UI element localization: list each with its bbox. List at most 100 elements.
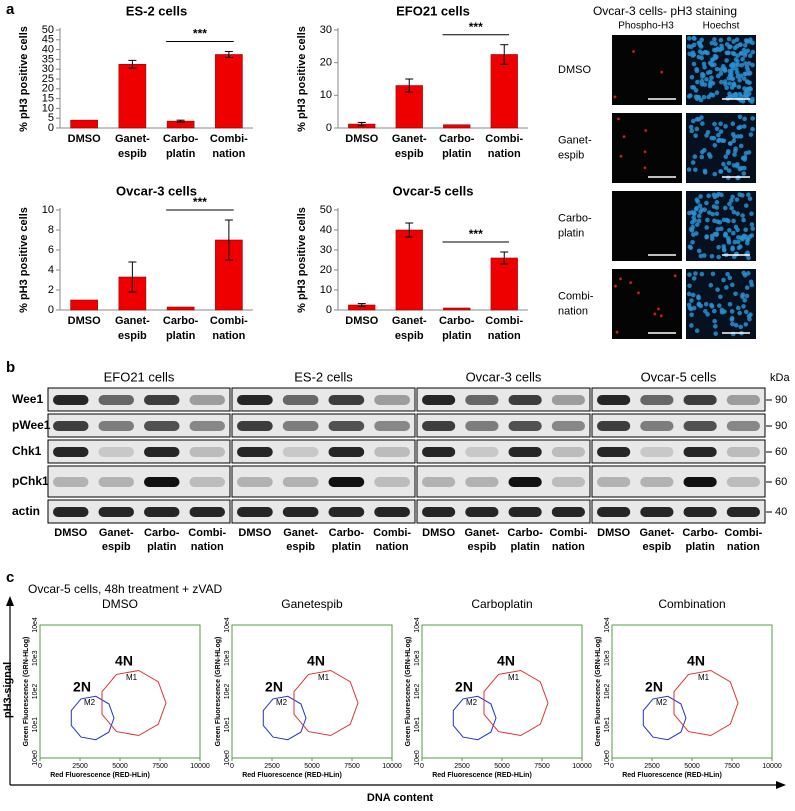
y-tick-label: 10e0 (224, 750, 231, 766)
y-tick-label: 6 (48, 244, 54, 256)
y-tick-label: 10e0 (604, 750, 611, 766)
nucleus (738, 73, 744, 79)
blot-strip (416, 439, 591, 464)
blot-title: ES-2 cells (294, 369, 353, 384)
nucleus (730, 61, 736, 67)
flow-title: Ovcar-5 cells, 48h treatment + zVAD (28, 582, 223, 596)
nucleus (734, 163, 740, 169)
x-tick-label: Carbo- (439, 133, 475, 145)
nucleus (712, 142, 718, 148)
nucleus (696, 295, 701, 301)
nucleus (711, 308, 717, 314)
x-tick-label: platin (442, 148, 472, 160)
nucleus (718, 226, 724, 232)
nucleus (735, 305, 741, 311)
ploidy-label: 2N (455, 679, 473, 695)
nucleus (735, 234, 741, 240)
nucleus (740, 292, 746, 297)
plot-x-label: Red Fluorescence (RED-HLin) (242, 772, 342, 779)
band (465, 421, 499, 431)
x-tick-label: 0 (420, 763, 424, 770)
nucleus (730, 121, 736, 127)
nucleus (659, 314, 663, 318)
nucleus (718, 129, 724, 134)
nucleus (737, 114, 743, 120)
nucleus (743, 227, 748, 233)
nucleus (739, 94, 744, 99)
nucleus (741, 217, 746, 223)
y-tick-label: 10e4 (604, 617, 611, 633)
nucleus (738, 51, 744, 56)
ploidy-label: 4N (307, 653, 325, 669)
nucleus (619, 277, 622, 281)
nucleus (724, 42, 730, 47)
band (237, 395, 273, 405)
y-tick-label: 40 (320, 224, 332, 236)
nucleus (748, 132, 754, 137)
gate-label: M1 (508, 673, 520, 682)
nucleus (698, 209, 703, 215)
nucleus (749, 282, 755, 288)
lane-label: platin (147, 541, 177, 553)
nucleus (720, 64, 726, 69)
nucleus (727, 228, 732, 233)
band (508, 447, 542, 457)
nucleus (740, 213, 745, 218)
nucleus (718, 169, 723, 174)
gate-label: M1 (318, 673, 330, 682)
nucleus (750, 49, 756, 55)
y-tick-label: 2 (48, 284, 54, 296)
lane-label: Combi- (549, 527, 587, 539)
nucleus (718, 67, 724, 72)
y-tick-label: 0 (48, 304, 54, 316)
nucleus (691, 305, 697, 311)
x-tick-label: Combi- (485, 315, 523, 327)
nucleus (715, 287, 720, 292)
nucleus (721, 161, 726, 167)
error-bar (405, 222, 414, 238)
nucleus (614, 284, 617, 288)
y-tick-label: 10e2 (224, 684, 231, 700)
nucleus (712, 318, 717, 324)
nucleus (711, 135, 717, 141)
flow-panel-title: Combination (658, 597, 725, 611)
plot-y-label: Green Fluorescence (GRN-HLog) (23, 637, 30, 747)
blot-title: Ovcar-5 cells (641, 369, 717, 384)
y-tick-label: 35 (42, 53, 54, 65)
nucleus (736, 239, 741, 245)
nucleus (692, 154, 698, 159)
nucleus (740, 98, 746, 104)
band (98, 477, 134, 487)
nucleus (729, 69, 734, 74)
nucleus (691, 52, 697, 58)
nucleus (743, 203, 749, 208)
nucleus (745, 67, 751, 73)
nucleus (708, 154, 713, 159)
band (53, 507, 89, 517)
nucleus (706, 193, 711, 199)
nucleus (724, 285, 729, 290)
x-tick-label: nation (488, 148, 521, 160)
nucleus (741, 76, 747, 81)
y-axis-label: % pH3 positive cells (18, 207, 30, 313)
protein-label: Wee1 (12, 392, 43, 406)
ploidy-label: 2N (645, 679, 663, 695)
nucleus (725, 271, 730, 277)
nucleus (697, 49, 703, 54)
nucleus (707, 81, 713, 87)
nucleus (726, 237, 731, 243)
nucleus (701, 253, 707, 258)
nucleus (697, 43, 703, 48)
nucleus (736, 84, 742, 90)
nucleus (724, 50, 729, 56)
nucleus (613, 95, 617, 99)
ploidy-label: 4N (687, 653, 705, 669)
nucleus (734, 37, 740, 42)
nucleus (687, 272, 692, 277)
nucleus (689, 323, 694, 328)
y-tick-label: 30 (320, 244, 332, 256)
y-tick-label: 25 (42, 73, 54, 85)
band (465, 507, 499, 517)
nucleus (688, 226, 694, 232)
micrograph (612, 113, 682, 183)
